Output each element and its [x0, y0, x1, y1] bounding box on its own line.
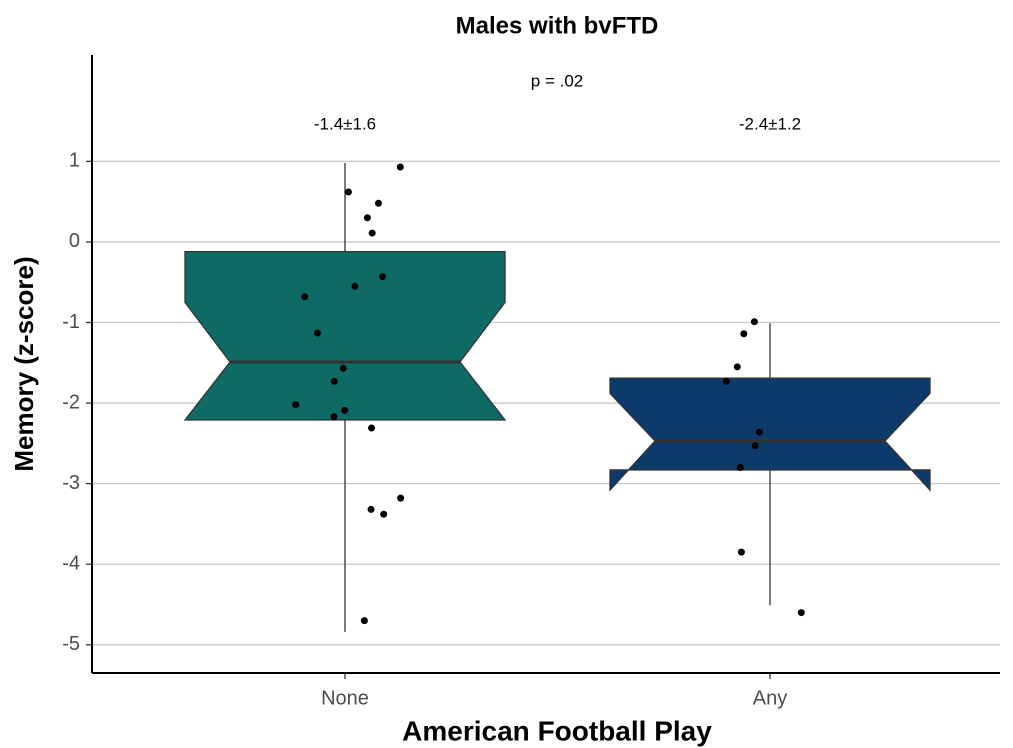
y-tick-label: -3: [62, 472, 80, 494]
data-point: [344, 188, 352, 196]
x-tick-label: Any: [753, 687, 787, 709]
data-point: [313, 329, 321, 337]
data-point: [368, 424, 376, 432]
data-point: [379, 273, 387, 281]
x-tick-label: None: [321, 687, 369, 709]
data-point: [330, 377, 338, 385]
y-tick-label: 0: [69, 230, 80, 252]
data-point: [360, 617, 368, 625]
p-value: p = .02: [531, 71, 583, 90]
data-point: [737, 548, 745, 556]
data-point: [301, 293, 309, 301]
y-tick-label: -1: [62, 311, 80, 333]
x-axis-label: American Football Play: [402, 715, 712, 746]
data-point: [368, 229, 376, 237]
data-point: [733, 363, 741, 371]
group-label: -1.4±1.6: [314, 114, 376, 133]
data-point: [292, 401, 300, 409]
data-point: [396, 163, 404, 171]
y-tick-label: 1: [69, 150, 80, 172]
data-point: [339, 364, 347, 372]
y-axis-label: Memory (z-score): [9, 256, 39, 471]
data-point: [374, 199, 382, 207]
data-point: [797, 609, 805, 617]
y-tick-label: -4: [62, 553, 80, 575]
data-point: [330, 413, 338, 421]
chart-title: Males with bvFTD: [456, 12, 659, 39]
data-point: [363, 214, 371, 222]
data-point: [341, 406, 349, 414]
y-tick-label: -2: [62, 391, 80, 413]
data-point: [722, 377, 730, 385]
group-label: -2.4±1.2: [739, 114, 801, 133]
data-point: [397, 494, 405, 502]
box: [609, 377, 931, 492]
y-tick-label: -5: [62, 633, 80, 655]
data-point: [351, 282, 359, 290]
data-point: [751, 442, 759, 450]
data-point: [740, 330, 748, 338]
data-point: [367, 505, 375, 513]
data-point: [750, 318, 758, 326]
data-point: [380, 510, 388, 518]
box: [183, 250, 507, 421]
data-point: [736, 464, 744, 472]
data-point: [755, 428, 763, 436]
